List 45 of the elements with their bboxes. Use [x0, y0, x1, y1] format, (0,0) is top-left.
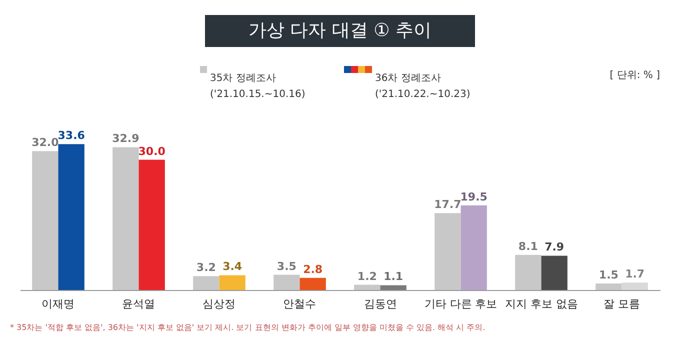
data-label: 3.2 [196, 261, 216, 274]
bar [138, 160, 165, 290]
bar [300, 278, 326, 290]
data-label: 30.0 [138, 144, 166, 158]
bar [434, 213, 461, 290]
x-tick-label: 윤석열 [122, 298, 156, 310]
bar [354, 284, 380, 290]
bar [58, 144, 84, 290]
data-label: 1.7 [625, 268, 645, 281]
bar [193, 276, 220, 290]
x-tick-label: 지지 후보 없음 [504, 298, 578, 310]
bar [112, 147, 139, 290]
legend-label: 36차 정례조사 ('21.10.22.~10.23) [375, 73, 470, 100]
bar [219, 275, 246, 290]
bar [460, 205, 487, 290]
x-tick-label: 김동연 [364, 298, 397, 310]
bar [622, 282, 648, 290]
data-label: 7.9 [544, 240, 564, 254]
data-label: 19.5 [460, 190, 488, 204]
text: [ 단위: % ] [610, 70, 660, 81]
data-label: 3.5 [276, 260, 296, 273]
data-label: 32.0 [32, 136, 60, 150]
data-label: 32.9 [112, 132, 140, 146]
bar [32, 151, 58, 290]
x-tick-label: 잘 모름 [604, 298, 640, 310]
data-label: 3.4 [222, 260, 242, 274]
bar [596, 283, 622, 290]
data-label: 1.5 [598, 268, 618, 282]
bar [380, 285, 406, 290]
data-label: 8.1 [518, 240, 538, 253]
bar [515, 254, 542, 290]
chart-title: 가상 다자 대결 ① 추이 [248, 20, 432, 41]
bar [274, 274, 300, 290]
data-label: 1.1 [384, 270, 404, 284]
bar [541, 256, 568, 290]
x-tick-label: 기타 다른 후보 [424, 298, 498, 310]
text: * 35차는 '적합 후보 없음', 36차는 '지지 후보 없음' 보기 제시. 보기 표현의 변화가 추이에 일부 영향을 미쳤을 수 있음. 해석 시 주의. [10, 323, 486, 332]
legend-label: 35차 정례조사 ('21.10.15.~10.16) [210, 73, 306, 100]
data-label: 33.6 [58, 129, 86, 142]
x-tick-label: 안철수 [283, 298, 316, 310]
x-tick-label: 심상정 [202, 298, 236, 310]
x-tick-label: 이재명 [42, 298, 75, 310]
data-label: 17.7 [434, 198, 462, 212]
data-label: 2.8 [303, 262, 323, 276]
data-label: 1.2 [357, 270, 377, 283]
